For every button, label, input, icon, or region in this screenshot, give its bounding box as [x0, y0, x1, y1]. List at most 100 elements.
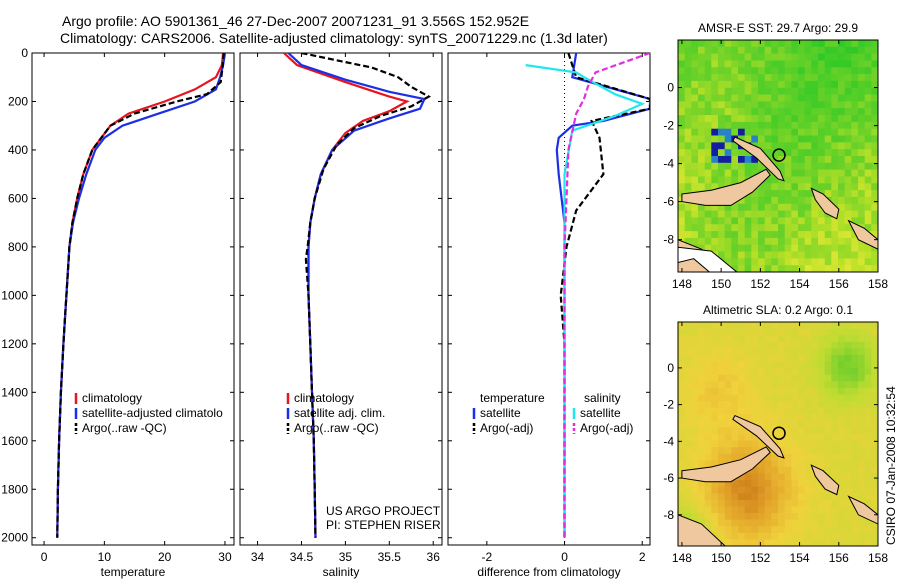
map-panel-sla_map: Altimetric SLA: 0.2 Argo: 0.1 148 150 152 15…	[663, 303, 888, 565]
legend-label: Argo(-adj)	[480, 421, 533, 435]
legend-label: climatology	[82, 391, 142, 405]
x-tick-label: 158	[868, 277, 888, 291]
x-tick-label: 36	[427, 550, 441, 564]
x-tick-label: 30	[218, 550, 232, 564]
argo-position-marker	[772, 426, 786, 440]
x-tick-label: 150	[711, 551, 731, 565]
map-panel-sst_map: AMSR-E SST: 29.7 Argo: 29.9 148 150 152 154 1…	[663, 21, 888, 291]
profile-panel-difference: -2 0 2 difference from climatology temperatu…	[447, 52, 651, 579]
series-line-argo	[301, 53, 432, 538]
x-axis-label: difference from climatology	[477, 565, 620, 579]
x-axis-label: salinity	[323, 565, 360, 579]
y-tick-label: -8	[663, 233, 674, 247]
landmass	[810, 187, 840, 220]
legend-label: satellite adj. clim.	[294, 406, 385, 420]
y-tick-label: -2	[663, 398, 674, 412]
y-tick-label: 0	[21, 46, 28, 60]
x-tick-label: 154	[790, 551, 810, 565]
x-tick-label: 148	[672, 551, 692, 565]
series-line-argo	[56, 53, 225, 538]
y-tick-label: 600	[8, 191, 28, 205]
y-tick-label: -8	[663, 508, 674, 522]
y-tick-label: -6	[663, 471, 674, 485]
series-group	[56, 53, 227, 538]
x-tick-label: 20	[158, 550, 172, 564]
y-tick-label: 1600	[1, 434, 28, 448]
y-tick-label: 0	[667, 81, 674, 95]
profile-panel-salinity: 34 34.5 35 35.5 36 salinity climatologysatelli…	[239, 52, 443, 579]
map-title: AMSR-E SST: 29.7 Argo: 29.9	[698, 21, 858, 35]
y-tick-label: -2	[663, 119, 674, 133]
y-tick-label: -4	[663, 434, 674, 448]
x-tick-label: 148	[672, 277, 692, 291]
x-tick-label: 0	[41, 550, 48, 564]
annotation-text: US ARGO PROJECT	[326, 504, 441, 518]
y-tick-label: 1800	[1, 482, 28, 496]
y-tick-label: 400	[8, 143, 28, 157]
x-tick-label: 150	[711, 277, 731, 291]
timestamp-side-text: CSIRO 07-Jan-2008 10:32:54	[884, 386, 898, 545]
series-line-climatology	[283, 53, 410, 538]
landmass	[678, 258, 711, 272]
legend-label: Argo(-adj)	[580, 421, 633, 435]
x-tick-label: 35.5	[378, 550, 402, 564]
profile-panel-temperature: 0 10 20 30 temperature 0 200 400 600 800 1000 1200 1…	[1, 46, 235, 579]
landmass	[732, 136, 785, 182]
x-tick-label: 152	[750, 277, 770, 291]
x-tick-label: 158	[868, 551, 888, 565]
x-tick-label: 2	[639, 550, 646, 564]
series-line-salinity-argo	[563, 53, 650, 538]
x-tick-label: 156	[829, 551, 849, 565]
y-tick-label: 1400	[1, 385, 28, 399]
legend-title-salinity: salinity	[584, 391, 621, 405]
series-group	[525, 53, 650, 538]
map-field	[678, 40, 878, 272]
x-tick-label: 35	[339, 550, 353, 564]
x-tick-label: 34	[251, 550, 265, 564]
legend-label: satellite	[580, 406, 621, 420]
header-line2: Climatology: CARS2006. Satellite-adjuste…	[60, 30, 608, 46]
y-tick-label: 2000	[1, 531, 28, 545]
landmass	[847, 495, 878, 525]
landmass	[678, 514, 726, 546]
argo-position-marker	[772, 148, 786, 162]
legend-label: Argo(..raw -QC)	[82, 421, 167, 435]
x-tick-label: -2	[482, 550, 493, 564]
y-tick-label: -4	[663, 157, 674, 171]
series-group	[283, 53, 432, 538]
landmass	[810, 464, 840, 496]
legend-label: satellite-adjusted climatolo	[82, 406, 223, 420]
series-line-temperature-satellite	[555, 53, 650, 538]
plot-panels: 0 10 20 30temperature0200400600800100012001…	[1, 21, 888, 579]
axes-frame	[447, 52, 651, 546]
series-line-satellite	[56, 53, 227, 538]
landmass	[847, 219, 878, 250]
map-frame	[677, 321, 879, 547]
y-tick-label: 0	[667, 361, 674, 375]
x-tick-label: 0	[561, 550, 568, 564]
axes-frame	[31, 52, 235, 546]
x-axis-label: temperature	[101, 565, 166, 579]
legend-title-temperature: temperature	[480, 391, 545, 405]
legend-label: climatology	[294, 391, 354, 405]
legend-label: Argo(..raw -QC)	[294, 421, 379, 435]
y-tick-label: -6	[663, 195, 674, 209]
landmass	[681, 168, 771, 206]
series-line-climatology	[56, 53, 225, 538]
y-tick-label: 1000	[1, 288, 28, 302]
y-tick-label: 800	[8, 240, 28, 254]
map-title: Altimetric SLA: 0.2 Argo: 0.1	[703, 303, 853, 317]
x-tick-label: 34.5	[290, 550, 314, 564]
series-line-temperature-argo	[559, 53, 650, 538]
axes-frame	[239, 52, 443, 546]
header-line1: Argo profile: AO 5901361_46 27-Dec-2007 …	[62, 13, 529, 29]
map-frame	[677, 39, 879, 273]
series-line-salinity-satellite	[525, 64, 646, 538]
legend-label: satellite	[480, 406, 521, 420]
annotation-text: PI: STEPHEN RISER	[326, 518, 441, 532]
x-tick-label: 10	[98, 550, 112, 564]
y-tick-label: 200	[8, 94, 28, 108]
map-field	[678, 322, 878, 546]
y-tick-label: 1200	[1, 337, 28, 351]
